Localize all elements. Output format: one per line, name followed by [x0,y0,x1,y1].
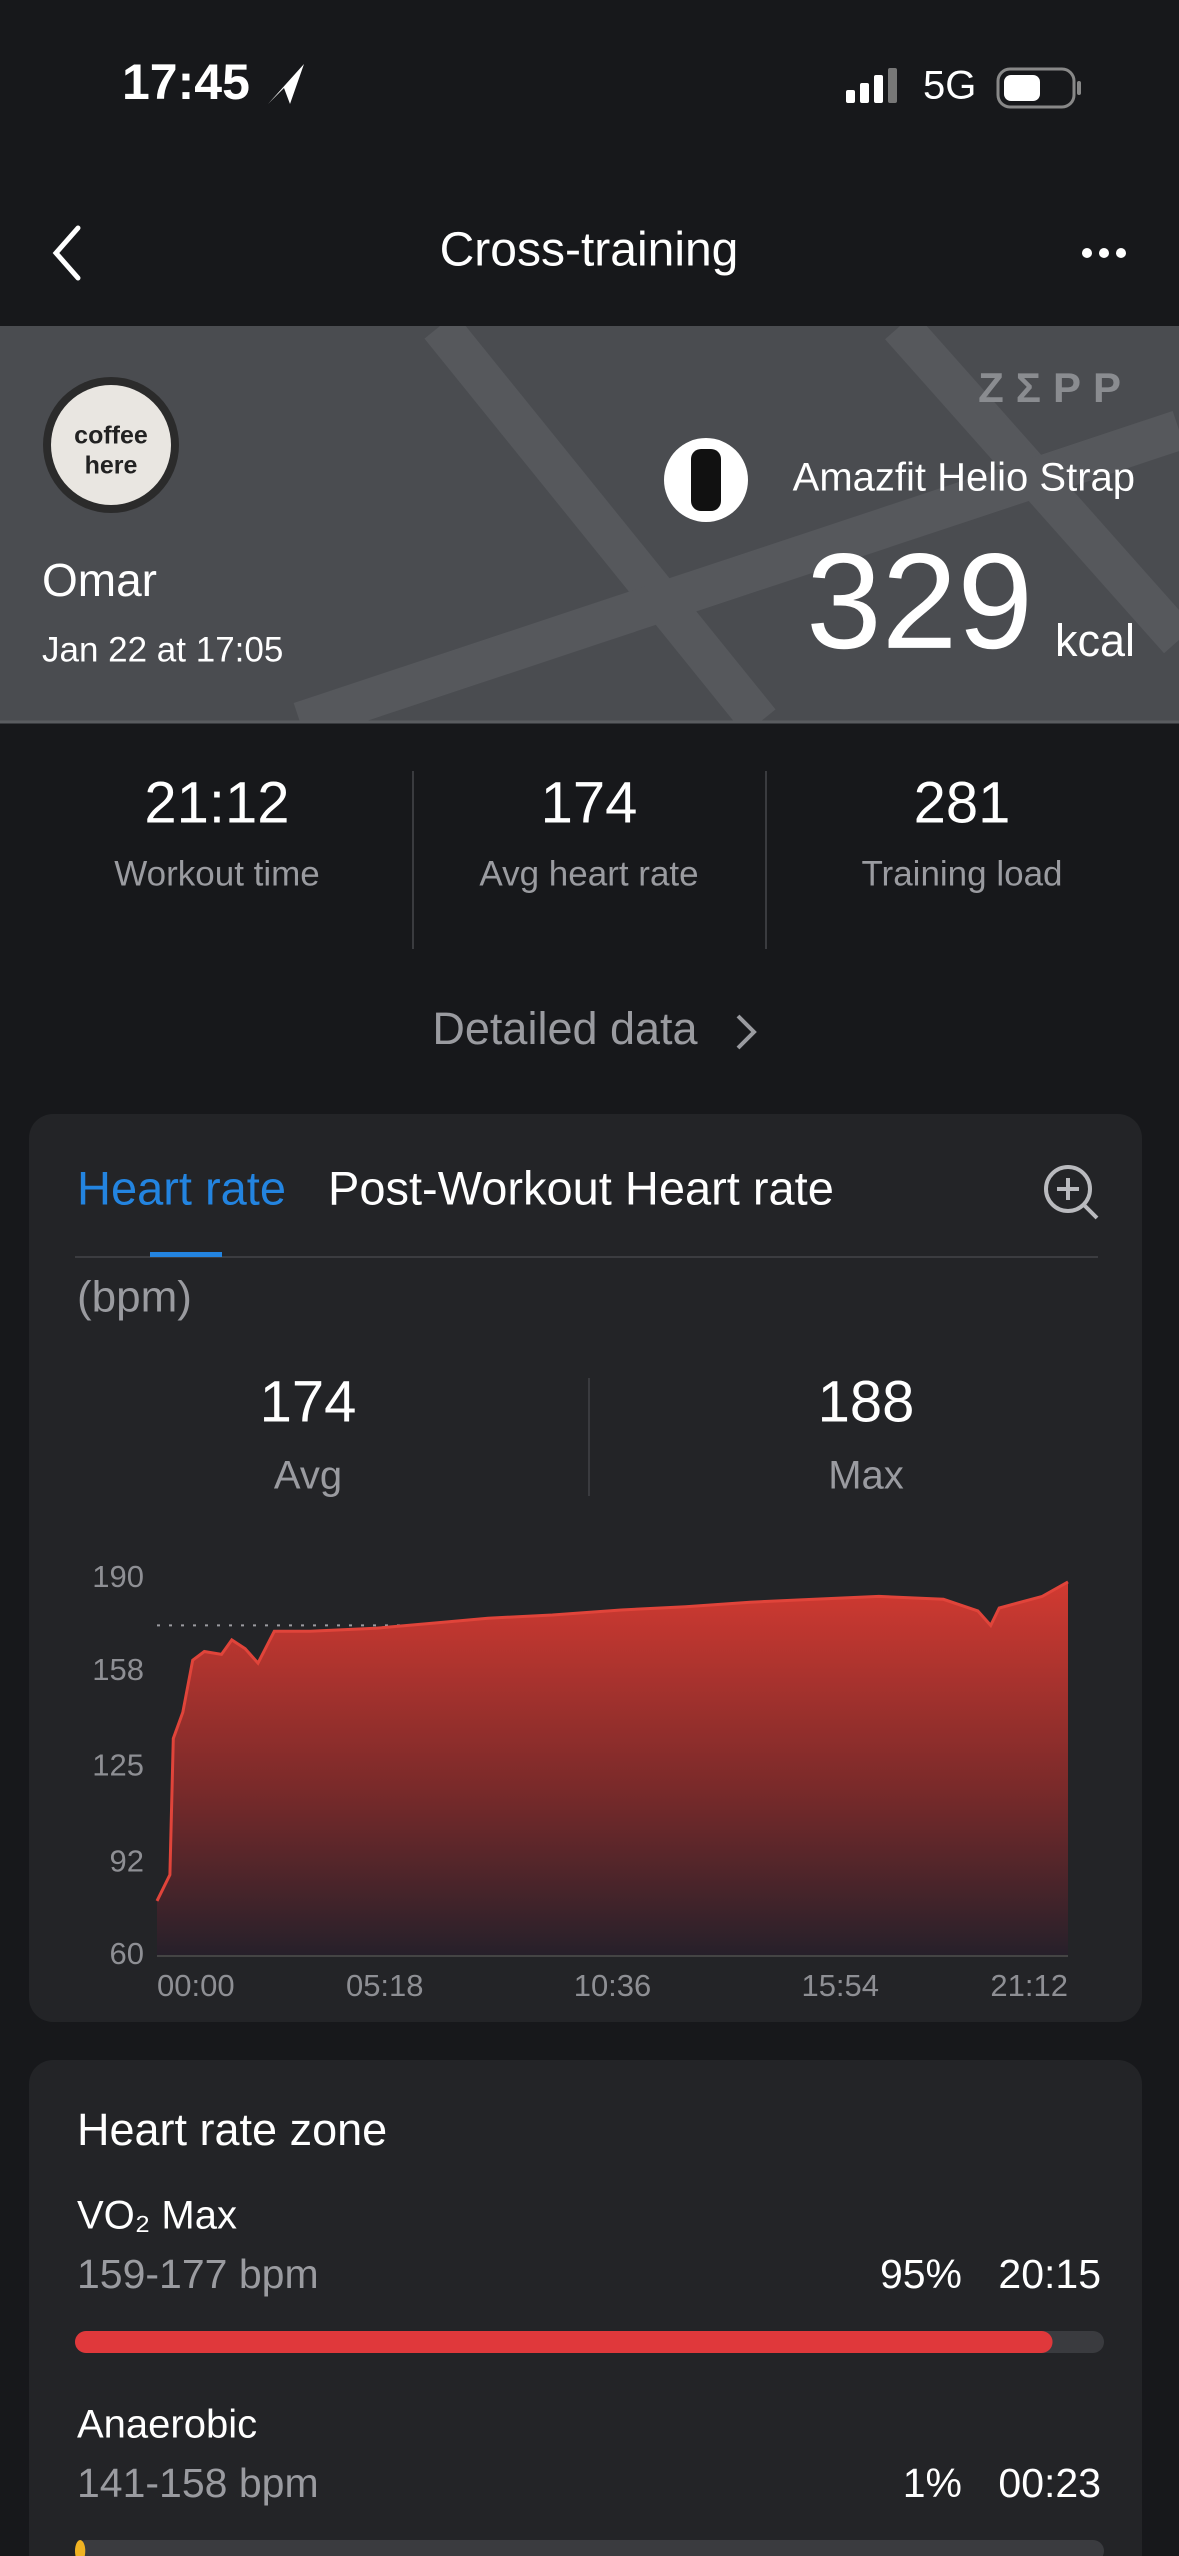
device-name: Amazfit Helio Strap [793,456,1135,500]
chevron[interactable] [736,1014,757,1050]
zone-track [75,2540,1104,2556]
battery-icon [996,67,1081,109]
zone-range: 159-177 bpm [77,2251,319,2297]
stats-row: 21:12 Workout time 174 Avg heart rate 281 Tra… [114,770,1062,893]
zone-bar [75,2331,1053,2353]
area-fill [157,1581,1068,1956]
signal-icon [846,68,897,103]
stat-value: 174 [541,770,638,835]
area-line [155,1580,1069,1902]
avatar-inner [51,385,171,505]
avg-label: Avg [274,1454,342,1498]
max-label: Max [828,1454,904,1498]
location-icon [268,64,304,104]
heart-rate-chart: 60 92 125 158 190 00:00 05:18 10:36 15:54 21:12 [92,1559,1069,2003]
y-tick-label: 92 [110,1843,144,1878]
unit-label: (bpm) [77,1273,192,1322]
tab-active[interactable]: Heart rate [77,1161,286,1214]
avatar-text: here [85,452,138,480]
device-icon-strap [691,449,721,511]
max-value: 188 [818,1369,915,1434]
network: 5G [923,64,976,108]
y-tick-label: 125 [92,1748,144,1783]
detailed-data-link[interactable]: Detailed data [432,1003,698,1054]
avg-value: 174 [260,1369,357,1434]
zone-card [29,2060,1142,2556]
x-tick-label: 00:00 [157,1968,235,2003]
y-tick-label: 190 [92,1559,144,1594]
stat-value: 21:12 [144,770,289,835]
x-tick-label: 15:54 [801,1968,879,2003]
more-button[interactable] [1082,248,1126,258]
stat-label: Workout time [114,854,320,893]
zone-bar [75,2540,86,2556]
x-tick-label: 05:18 [346,1968,424,2003]
zoom-button[interactable] [1044,1165,1099,1220]
stat-value: 281 [914,770,1011,835]
zone-time: 20:15 [998,2251,1101,2297]
avatar-text: coffee [74,422,148,450]
x-tick-label: 21:12 [990,1968,1068,2003]
y-tick-label: 60 [110,1936,144,1971]
zone-percent: 1% [903,2460,962,2506]
user-name: Omar [42,554,157,606]
zone-name: Anaerobic [77,2403,257,2447]
x-tick-label: 10:36 [574,1968,652,2003]
status-time: 17:45 [122,54,250,110]
zone-list: VO₂ Max 159-177 bpm 95% 20:15 Anaerobic 141-1… [75,2194,1104,2556]
zone-time: 00:23 [998,2460,1101,2506]
banner-pattern [293,326,1179,722]
y-tick-label: 158 [92,1652,144,1687]
tab[interactable]: Post-Workout Heart rate [328,1161,834,1214]
stat-label: Training load [861,854,1062,893]
zone-range: 141-158 bpm [77,2460,319,2506]
tab-indicator [150,1252,222,1257]
page-title: Cross-training [440,224,739,277]
zone-percent: 95% [880,2251,962,2297]
workout-date: Jan 22 at 17:05 [42,630,283,669]
zone-title: Heart rate zone [77,2104,387,2155]
calories-unit: kcal [1055,615,1135,666]
stat-label: Avg heart rate [479,854,698,893]
brand-logo: ZΣPP [978,364,1133,411]
back-button[interactable] [52,225,81,281]
zone-name: VO₂ Max [77,2194,237,2238]
calories: 329 [806,525,1033,677]
